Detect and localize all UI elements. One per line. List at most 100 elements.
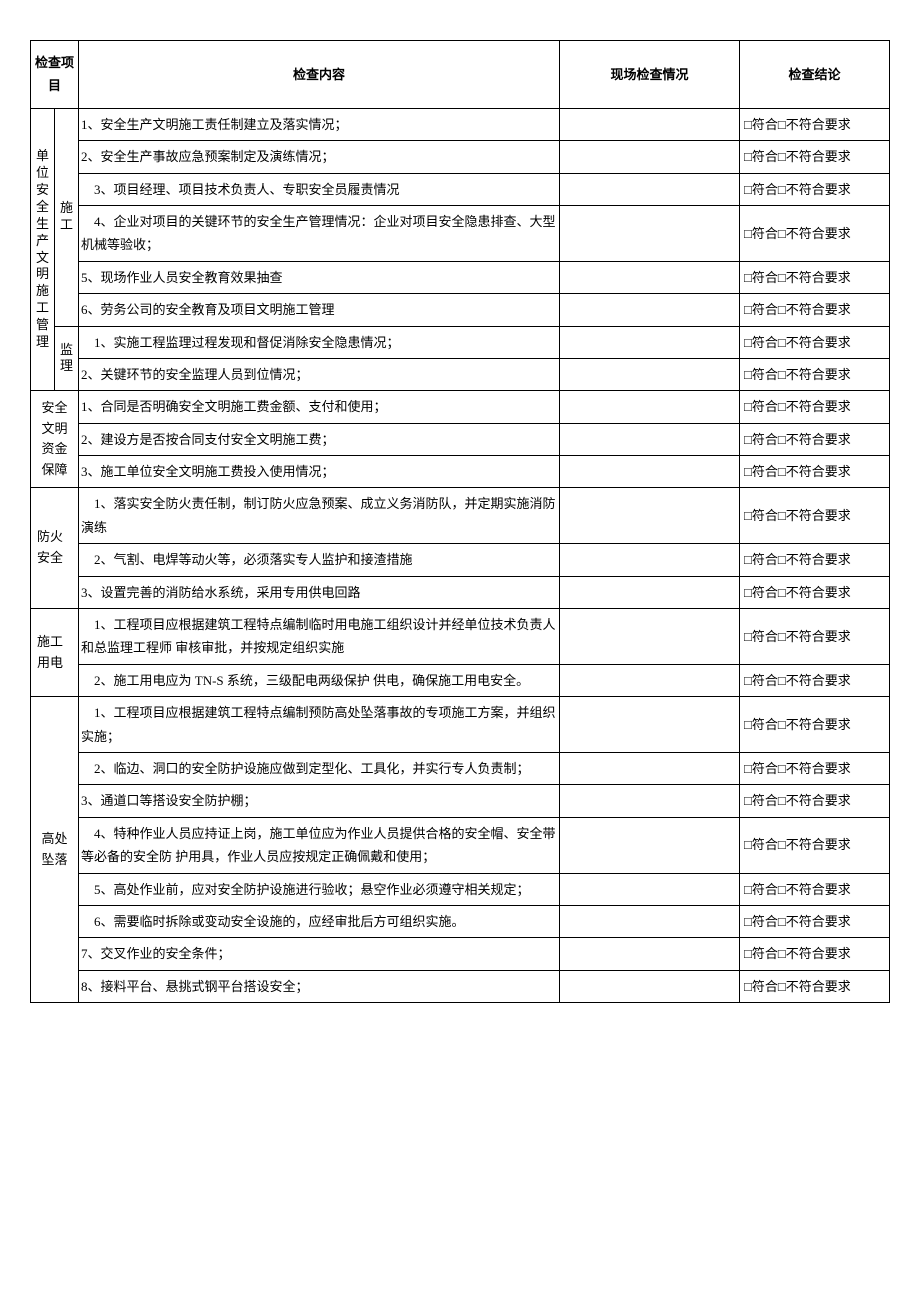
- table-row: 4、特种作业人员应持证上岗，施工单位应为作业人员提供合格的安全帽、安全带等必备的…: [31, 817, 890, 873]
- check-content: 2、气割、电焊等动火等，必须落实专人监护和接渣措施: [79, 544, 560, 576]
- table-row: 3、通道口等搭设安全防护棚； □符合□不符合要求: [31, 785, 890, 817]
- situation-cell: [560, 261, 740, 293]
- table-row: 2、临边、洞口的安全防护设施应做到定型化、工具化，并实行专人负责制； □符合□不…: [31, 752, 890, 784]
- table-row: 安全文明资金保障 1、合同是否明确安全文明施工费金额、支付和使用； □符合□不符…: [31, 391, 890, 423]
- table-row: 6、劳务公司的安全教育及项目文明施工管理 □符合□不符合要求: [31, 294, 890, 326]
- category-fire-safety: 防火安全: [31, 488, 79, 609]
- table-header-row: 检查项目 检查内容 现场检查情况 检查结论: [31, 41, 890, 109]
- situation-cell: [560, 141, 740, 173]
- situation-cell: [560, 358, 740, 390]
- check-content: 5、高处作业前，应对安全防护设施进行验收；悬空作业必须遵守相关规定；: [79, 873, 560, 905]
- subcategory-construction: 施工: [55, 108, 79, 326]
- situation-cell: [560, 697, 740, 753]
- situation-cell: [560, 609, 740, 665]
- header-conclusion: 检查结论: [740, 41, 890, 109]
- situation-cell: [560, 664, 740, 696]
- conclusion-cell: □符合□不符合要求: [740, 664, 890, 696]
- header-situation: 现场检查情况: [560, 41, 740, 109]
- table-row: 4、企业对项目的关键环节的安全生产管理情况：企业对项目安全隐患排查、大型机械等验…: [31, 205, 890, 261]
- situation-cell: [560, 108, 740, 140]
- check-content: 1、实施工程监理过程发现和督促消除安全隐患情况；: [79, 326, 560, 358]
- category-construction-electric: 施工用电: [31, 609, 79, 697]
- conclusion-cell: □符合□不符合要求: [740, 905, 890, 937]
- conclusion-cell: □符合□不符合要求: [740, 173, 890, 205]
- conclusion-cell: □符合□不符合要求: [740, 205, 890, 261]
- situation-cell: [560, 817, 740, 873]
- conclusion-cell: □符合□不符合要求: [740, 391, 890, 423]
- subcategory-supervision: 监 理: [55, 326, 79, 391]
- conclusion-cell: □符合□不符合要求: [740, 141, 890, 173]
- check-content: 4、特种作业人员应持证上岗，施工单位应为作业人员提供合格的安全帽、安全带等必备的…: [79, 817, 560, 873]
- conclusion-cell: □符合□不符合要求: [740, 358, 890, 390]
- conclusion-cell: □符合□不符合要求: [740, 544, 890, 576]
- category-safety-fund: 安全文明资金保障: [31, 391, 79, 488]
- table-row: 2、气割、电焊等动火等，必须落实专人监护和接渣措施 □符合□不符合要求: [31, 544, 890, 576]
- conclusion-cell: □符合□不符合要求: [740, 697, 890, 753]
- situation-cell: [560, 205, 740, 261]
- check-content: 3、项目经理、项目技术负责人、专职安全员履责情况: [79, 173, 560, 205]
- conclusion-cell: □符合□不符合要求: [740, 873, 890, 905]
- conclusion-cell: □符合□不符合要求: [740, 423, 890, 455]
- conclusion-cell: □符合□不符合要求: [740, 817, 890, 873]
- conclusion-cell: □符合□不符合要求: [740, 970, 890, 1002]
- table-row: 2、建设方是否按合同支付安全文明施工费； □符合□不符合要求: [31, 423, 890, 455]
- check-content: 6、劳务公司的安全教育及项目文明施工管理: [79, 294, 560, 326]
- check-content: 4、企业对项目的关键环节的安全生产管理情况：企业对项目安全隐患排查、大型机械等验…: [79, 205, 560, 261]
- check-content: 8、接料平台、悬挑式钢平台搭设安全；: [79, 970, 560, 1002]
- situation-cell: [560, 423, 740, 455]
- check-content: 5、现场作业人员安全教育效果抽查: [79, 261, 560, 293]
- check-content: 1、安全生产文明施工责任制建立及落实情况；: [79, 108, 560, 140]
- check-content: 6、需要临时拆除或变动安全设施的，应经审批后方可组织实施。: [79, 905, 560, 937]
- category-high-fall: 高处坠落: [31, 697, 79, 1003]
- situation-cell: [560, 938, 740, 970]
- situation-cell: [560, 873, 740, 905]
- inspection-table: 检查项目 检查内容 现场检查情况 检查结论 单位安全生产文明施工管理 施工 1、…: [30, 40, 890, 1003]
- check-content: 2、安全生产事故应急预案制定及演练情况；: [79, 141, 560, 173]
- situation-cell: [560, 544, 740, 576]
- check-content: 3、通道口等搭设安全防护棚；: [79, 785, 560, 817]
- table-row: 5、高处作业前，应对安全防护设施进行验收；悬空作业必须遵守相关规定； □符合□不…: [31, 873, 890, 905]
- check-content: 2、施工用电应为 TN-S 系统，三级配电两级保护 供电，确保施工用电安全。: [79, 664, 560, 696]
- table-row: 2、施工用电应为 TN-S 系统，三级配电两级保护 供电，确保施工用电安全。 □…: [31, 664, 890, 696]
- table-row: 3、项目经理、项目技术负责人、专职安全员履责情况 □符合□不符合要求: [31, 173, 890, 205]
- table-row: 8、接料平台、悬挑式钢平台搭设安全； □符合□不符合要求: [31, 970, 890, 1002]
- table-row: 3、施工单位安全文明施工费投入使用情况； □符合□不符合要求: [31, 456, 890, 488]
- check-content: 1、合同是否明确安全文明施工费金额、支付和使用；: [79, 391, 560, 423]
- check-content: 1、工程项目应根据建筑工程特点编制预防高处坠落事故的专项施工方案，并组织实施；: [79, 697, 560, 753]
- situation-cell: [560, 488, 740, 544]
- table-row: 施工用电 1、工程项目应根据建筑工程特点编制临时用电施工组织设计并经单位技术负责…: [31, 609, 890, 665]
- situation-cell: [560, 456, 740, 488]
- table-row: 单位安全生产文明施工管理 施工 1、安全生产文明施工责任制建立及落实情况； □符…: [31, 108, 890, 140]
- conclusion-cell: □符合□不符合要求: [740, 752, 890, 784]
- situation-cell: [560, 785, 740, 817]
- situation-cell: [560, 326, 740, 358]
- check-content: 1、工程项目应根据建筑工程特点编制临时用电施工组织设计并经单位技术负责人和总监理…: [79, 609, 560, 665]
- header-category: 检查项目: [31, 41, 79, 109]
- table-row: 2、关键环节的安全监理人员到位情况； □符合□不符合要求: [31, 358, 890, 390]
- conclusion-cell: □符合□不符合要求: [740, 456, 890, 488]
- check-content: 2、关键环节的安全监理人员到位情况；: [79, 358, 560, 390]
- conclusion-cell: □符合□不符合要求: [740, 609, 890, 665]
- situation-cell: [560, 970, 740, 1002]
- situation-cell: [560, 173, 740, 205]
- situation-cell: [560, 294, 740, 326]
- situation-cell: [560, 905, 740, 937]
- table-row: 7、交叉作业的安全条件； □符合□不符合要求: [31, 938, 890, 970]
- header-content: 检查内容: [79, 41, 560, 109]
- table-row: 2、安全生产事故应急预案制定及演练情况； □符合□不符合要求: [31, 141, 890, 173]
- conclusion-cell: □符合□不符合要求: [740, 488, 890, 544]
- check-content: 2、建设方是否按合同支付安全文明施工费；: [79, 423, 560, 455]
- check-content: 1、落实安全防火责任制，制订防火应急预案、成立义务消防队，并定期实施消防演练: [79, 488, 560, 544]
- table-row: 防火安全 1、落实安全防火责任制，制订防火应急预案、成立义务消防队，并定期实施消…: [31, 488, 890, 544]
- situation-cell: [560, 391, 740, 423]
- table-row: 高处坠落 1、工程项目应根据建筑工程特点编制预防高处坠落事故的专项施工方案，并组…: [31, 697, 890, 753]
- situation-cell: [560, 576, 740, 608]
- table-row: 5、现场作业人员安全教育效果抽查 □符合□不符合要求: [31, 261, 890, 293]
- situation-cell: [560, 752, 740, 784]
- conclusion-cell: □符合□不符合要求: [740, 261, 890, 293]
- table-row: 监 理 1、实施工程监理过程发现和督促消除安全隐患情况； □符合□不符合要求: [31, 326, 890, 358]
- check-content: 3、设置完善的消防给水系统，采用专用供电回路: [79, 576, 560, 608]
- conclusion-cell: □符合□不符合要求: [740, 785, 890, 817]
- table-row: 3、设置完善的消防给水系统，采用专用供电回路 □符合□不符合要求: [31, 576, 890, 608]
- table-row: 6、需要临时拆除或变动安全设施的，应经审批后方可组织实施。 □符合□不符合要求: [31, 905, 890, 937]
